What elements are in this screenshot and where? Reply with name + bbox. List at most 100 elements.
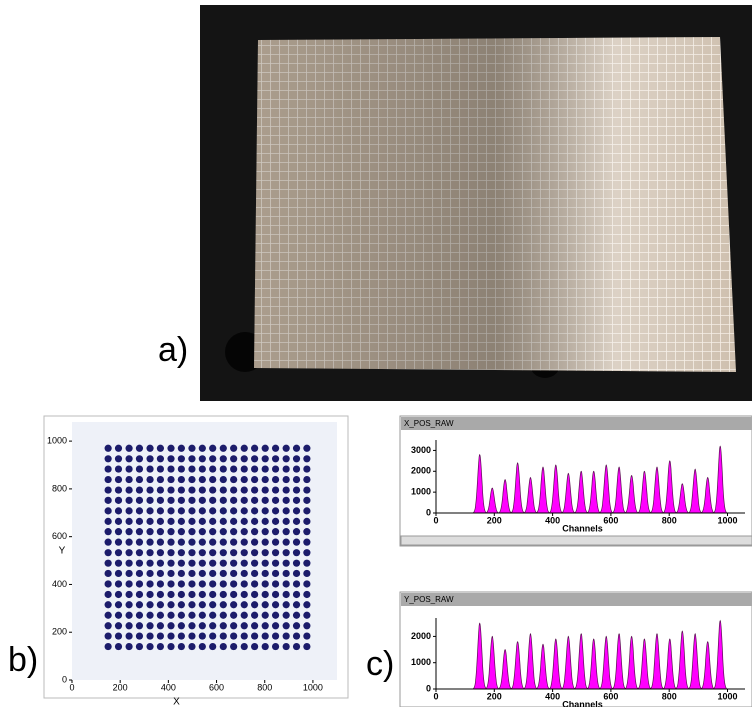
spot: [292, 590, 301, 599]
spot: [271, 590, 280, 599]
spot: [177, 517, 185, 525]
spot: [114, 538, 123, 546]
spot: [230, 455, 238, 463]
spot: [167, 622, 175, 630]
spot: [282, 538, 290, 546]
peak: [536, 466, 550, 514]
spot: [271, 496, 280, 504]
spot: [271, 455, 280, 463]
spot: [209, 465, 217, 473]
spot: [188, 590, 196, 599]
spot: [240, 475, 248, 484]
spot: [292, 611, 301, 619]
spot: [104, 486, 112, 494]
spot: [219, 496, 227, 504]
spot: [104, 538, 112, 546]
spot: [167, 632, 175, 640]
spot: [261, 622, 269, 630]
spot: [135, 549, 144, 557]
spot: [271, 475, 280, 484]
spot: [282, 507, 290, 515]
spot: [188, 507, 196, 515]
spot: [271, 538, 280, 546]
spot: [125, 507, 133, 515]
peak: [650, 633, 664, 690]
spot: [167, 580, 175, 588]
spot: [240, 559, 248, 567]
spot: [198, 465, 206, 473]
spot: [303, 486, 311, 494]
spot: [303, 444, 311, 452]
spot: [209, 549, 217, 557]
spot: [219, 632, 227, 640]
spot: [198, 549, 206, 557]
y-tick-label: 600: [52, 531, 67, 541]
spot: [198, 444, 206, 452]
spot: [188, 601, 196, 609]
spot: [219, 569, 227, 578]
spot: [114, 496, 123, 504]
spot: [177, 559, 185, 567]
spot: [167, 507, 175, 515]
spot: [209, 642, 217, 651]
spot: [135, 517, 144, 525]
spot: [177, 507, 185, 515]
spot: [230, 465, 238, 473]
spot: [156, 444, 165, 452]
spot: [292, 465, 301, 473]
spot: [271, 622, 280, 630]
spot: [251, 590, 259, 599]
spot: [261, 507, 269, 515]
spot: [303, 538, 311, 546]
spot: [146, 580, 154, 588]
spot: [188, 455, 196, 463]
spot: [167, 455, 175, 463]
spot: [156, 549, 165, 557]
spot: [188, 569, 196, 578]
spot: [188, 475, 196, 484]
spot: [251, 517, 259, 525]
spot: [230, 475, 238, 484]
spot: [219, 559, 227, 567]
spot: [177, 528, 185, 536]
spot: [292, 642, 301, 651]
y-tick-label: 1000: [47, 435, 67, 445]
spot: [156, 590, 165, 599]
spot: [125, 580, 133, 588]
spot: [219, 622, 227, 630]
spot: [282, 622, 290, 630]
spot: [261, 590, 269, 599]
spot: [292, 569, 301, 578]
spot: [303, 632, 311, 640]
spot: [156, 569, 165, 578]
peak: [599, 635, 613, 690]
spot: [146, 528, 154, 536]
spot: [135, 465, 144, 473]
spot: [167, 486, 175, 494]
spot: [219, 611, 227, 619]
spot: [282, 486, 290, 494]
peak: [511, 462, 525, 514]
x-tick-label: 800: [257, 682, 272, 692]
spot: [282, 549, 290, 557]
spot: [125, 549, 133, 557]
spot: [292, 559, 301, 567]
spot: [251, 444, 259, 452]
x-tick-label: 200: [487, 691, 502, 701]
peak: [599, 464, 613, 514]
y-tick-label: 0: [426, 683, 431, 693]
spot: [230, 507, 238, 515]
spot: [261, 486, 269, 494]
spot: [198, 632, 206, 640]
peak: [523, 476, 537, 514]
spot: [209, 444, 217, 452]
x-tick-label: 400: [545, 691, 560, 701]
spot: [167, 590, 175, 599]
spot: [135, 455, 144, 463]
x-tick-label: 200: [113, 682, 128, 692]
spot: [156, 486, 165, 494]
peak: [498, 649, 512, 690]
x-tick-label: 400: [545, 515, 560, 525]
spot: [188, 517, 196, 525]
spot: [198, 507, 206, 515]
